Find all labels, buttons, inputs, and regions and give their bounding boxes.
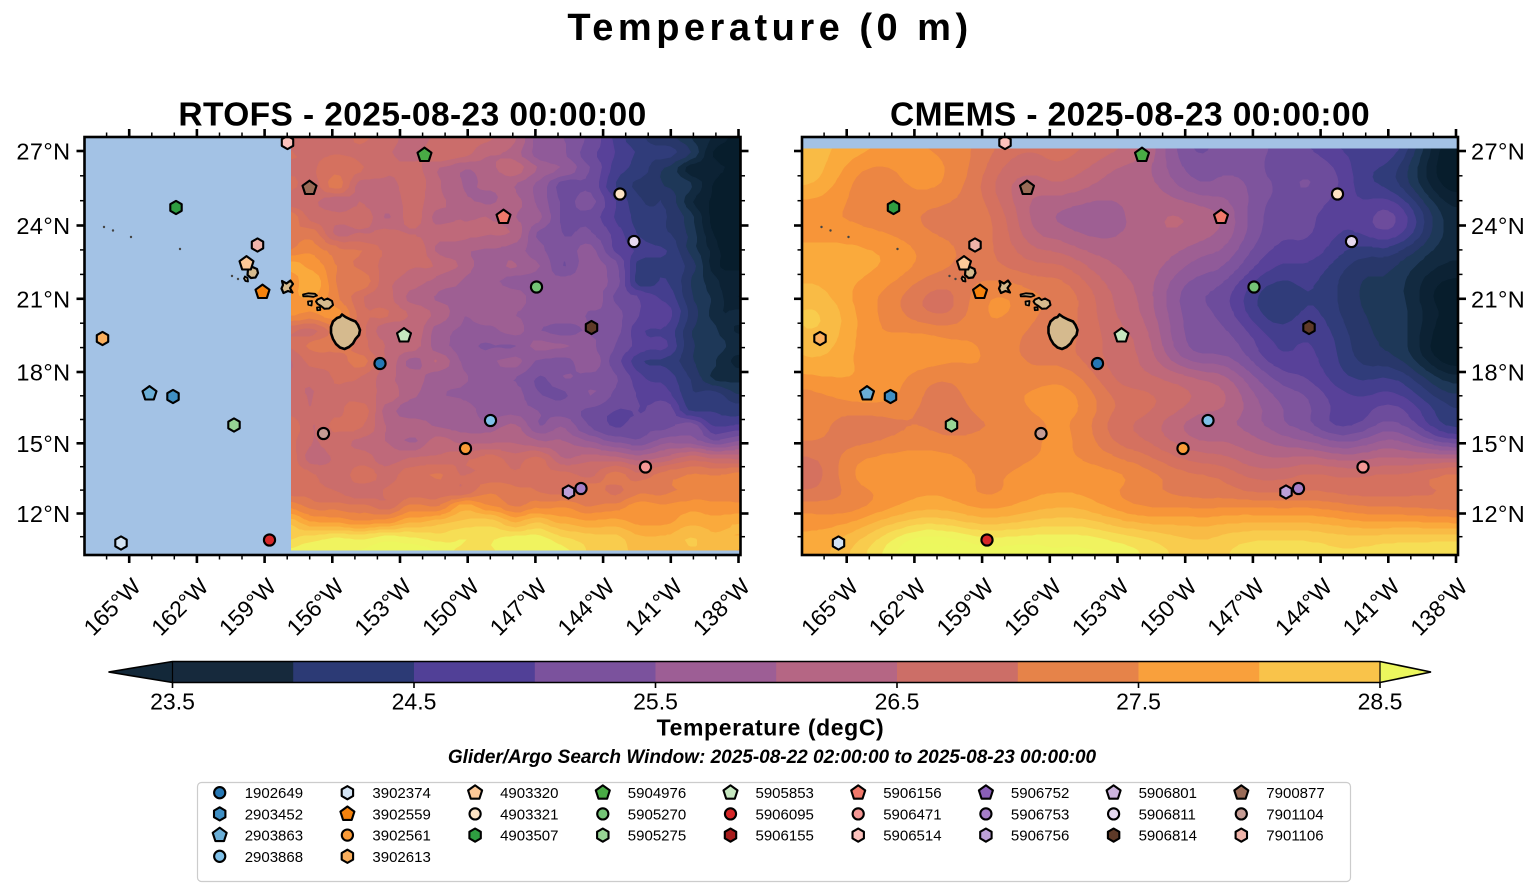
svg-text:15°N: 15°N <box>1471 431 1525 457</box>
svg-text:5906753: 5906753 <box>1011 806 1069 823</box>
svg-text:2903863: 2903863 <box>245 828 303 845</box>
svg-text:3902561: 3902561 <box>372 828 430 845</box>
svg-text:CMEMS - 2025-08-23 00:00:00: CMEMS - 2025-08-23 00:00:00 <box>890 97 1370 134</box>
svg-text:27°N: 27°N <box>1471 139 1525 165</box>
svg-text:5904976: 5904976 <box>628 785 686 802</box>
svg-text:4903321: 4903321 <box>500 806 558 823</box>
svg-text:2903452: 2903452 <box>245 806 303 823</box>
svg-text:3902613: 3902613 <box>372 849 430 866</box>
svg-text:24.5: 24.5 <box>392 689 437 715</box>
svg-text:Temperature (0 m): Temperature (0 m) <box>567 7 972 49</box>
svg-text:5906471: 5906471 <box>883 806 941 823</box>
svg-text:2903868: 2903868 <box>245 849 303 866</box>
svg-text:5906814: 5906814 <box>1139 828 1197 845</box>
svg-text:27°N: 27°N <box>16 139 70 165</box>
svg-text:Temperature (degC): Temperature (degC) <box>657 715 885 741</box>
svg-text:15°N: 15°N <box>16 431 70 457</box>
svg-text:5905853: 5905853 <box>756 785 814 802</box>
svg-text:5905270: 5905270 <box>628 806 686 823</box>
svg-text:7901106: 7901106 <box>1266 828 1323 845</box>
svg-text:5906156: 5906156 <box>883 785 941 802</box>
svg-text:5906801: 5906801 <box>1139 785 1197 802</box>
svg-text:21°N: 21°N <box>16 286 70 312</box>
svg-text:4903507: 4903507 <box>500 828 558 845</box>
svg-text:7900877: 7900877 <box>1266 785 1324 802</box>
svg-text:25.5: 25.5 <box>633 689 678 715</box>
svg-text:5905275: 5905275 <box>628 828 686 845</box>
svg-text:5906752: 5906752 <box>1011 785 1069 802</box>
svg-text:5906155: 5906155 <box>756 828 814 845</box>
svg-text:26.5: 26.5 <box>875 689 920 715</box>
svg-text:5906811: 5906811 <box>1139 806 1196 823</box>
svg-text:5906514: 5906514 <box>883 828 941 845</box>
svg-text:5906095: 5906095 <box>756 806 814 823</box>
svg-text:24°N: 24°N <box>16 213 70 239</box>
svg-text:18°N: 18°N <box>16 360 70 386</box>
svg-text:12°N: 12°N <box>16 501 70 527</box>
svg-text:21°N: 21°N <box>1471 286 1525 312</box>
svg-text:7901104: 7901104 <box>1266 806 1323 823</box>
svg-text:27.5: 27.5 <box>1116 689 1161 715</box>
svg-text:28.5: 28.5 <box>1358 689 1403 715</box>
svg-text:5906756: 5906756 <box>1011 828 1069 845</box>
svg-text:3902374: 3902374 <box>372 785 430 802</box>
svg-text:18°N: 18°N <box>1471 360 1525 386</box>
svg-text:Glider/Argo Search Window: 202: Glider/Argo Search Window: 2025-08-22 02… <box>448 747 1097 768</box>
svg-text:23.5: 23.5 <box>150 689 195 715</box>
svg-text:12°N: 12°N <box>1471 501 1525 527</box>
svg-text:4903320: 4903320 <box>500 785 558 802</box>
svg-text:24°N: 24°N <box>1471 213 1525 239</box>
svg-text:3902559: 3902559 <box>372 806 430 823</box>
svg-text:1902649: 1902649 <box>245 785 303 802</box>
svg-text:RTOFS - 2025-08-23 00:00:00: RTOFS - 2025-08-23 00:00:00 <box>178 97 646 134</box>
